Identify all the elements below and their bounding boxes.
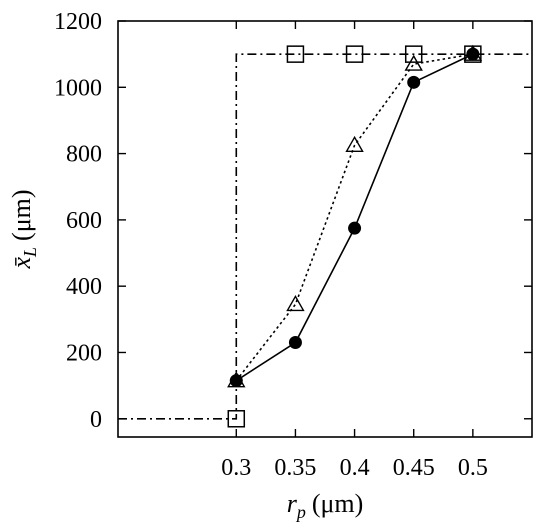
y-tick-label: 400 xyxy=(66,274,102,300)
tick-labels: 0.3 0.35 0.4 0.45 0.5 0 200 400 600 800 1000 1200 xyxy=(54,9,488,481)
x-axis-label-subscript: p xyxy=(295,502,306,522)
y-axis-label: x̄L (μm) xyxy=(7,189,40,269)
y-tick-label: 600 xyxy=(66,208,102,234)
series-2-point xyxy=(286,294,305,312)
series-2-point xyxy=(345,135,364,153)
series-2-point xyxy=(404,54,423,71)
series-3-point xyxy=(227,410,246,428)
series-3-point xyxy=(464,45,482,63)
series-1-point xyxy=(348,221,362,235)
series-2-point xyxy=(463,44,483,61)
series-2-line xyxy=(235,53,473,382)
x-tick-label: 0.35 xyxy=(274,455,316,481)
x-tick-label: 0.45 xyxy=(393,455,435,481)
y-axis-label-unit: (μm) xyxy=(7,189,36,240)
series-2-point xyxy=(227,371,246,388)
series-1-point xyxy=(288,336,302,350)
series-3-point xyxy=(404,45,423,63)
series-3-point xyxy=(286,45,305,63)
y-tick-label: 800 xyxy=(66,142,102,168)
y-axis-label-subscript: L xyxy=(20,247,40,258)
y-tick-label: 0 xyxy=(90,407,102,433)
series-3-point xyxy=(345,45,364,63)
y-tick-label: 1000 xyxy=(54,75,102,101)
series-1-point xyxy=(407,75,421,89)
series-markers xyxy=(227,44,483,428)
x-tick-label: 0.4 xyxy=(340,455,370,481)
y-tick-label: 200 xyxy=(66,340,102,366)
x-axis-label-unit: (μm) xyxy=(312,489,363,518)
x-axis-label: rp (μm) xyxy=(287,489,364,522)
y-tick-label: 1200 xyxy=(54,9,102,35)
y-axis-label-var: x̄ xyxy=(7,257,36,270)
plot-frame xyxy=(117,20,533,438)
x-axis-label-var: r xyxy=(287,489,298,518)
x-tick-label: 0.5 xyxy=(458,455,488,481)
series-1-line xyxy=(235,53,474,382)
series-3-line xyxy=(118,53,532,420)
series-lines xyxy=(118,53,532,420)
x-tick-label: 0.3 xyxy=(221,455,251,481)
axis-ticks xyxy=(118,20,532,437)
